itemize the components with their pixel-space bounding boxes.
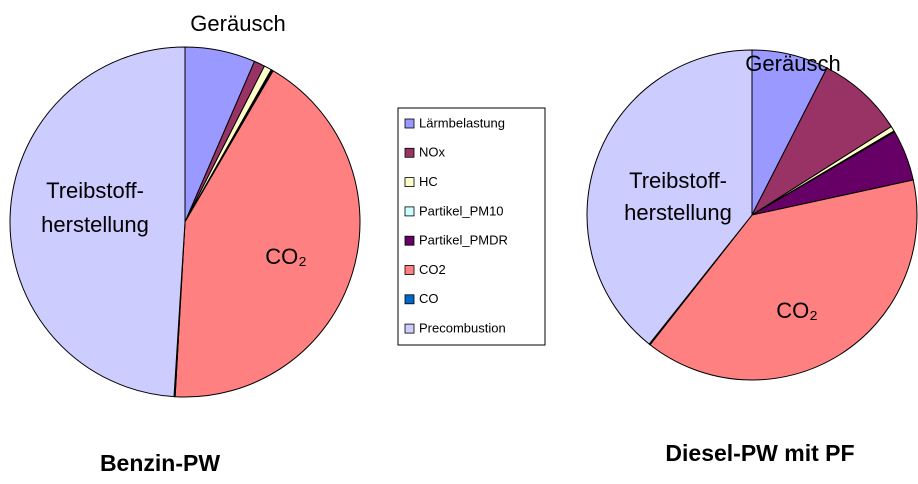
legend-swatch: [404, 177, 415, 188]
legend-swatch: [404, 235, 415, 246]
legend-swatch: [404, 294, 415, 305]
pie-slice: [174, 70, 361, 398]
legend-label: CO2: [419, 262, 446, 277]
slice-annotation: Geräusch: [745, 51, 840, 76]
pie-slice: [9, 46, 186, 398]
pie-slice: [750, 67, 893, 217]
legend-label: Lärmbelastung: [419, 115, 505, 130]
legend-label: Precombustion: [419, 321, 506, 336]
slice-annotation: CO₂: [265, 244, 307, 269]
legend-box: [397, 107, 546, 346]
chart-title: Diesel-PW mit PF: [665, 440, 854, 466]
legend-swatch: [404, 323, 415, 334]
slice-annotation: herstellung: [624, 200, 732, 225]
slice-annotation: Geräusch: [190, 11, 285, 36]
legend-swatch: [404, 265, 415, 275]
legend-label: HC: [419, 174, 438, 189]
slice-annotation: Treibstoff-: [46, 178, 144, 203]
chart-title: Benzin-PW: [100, 450, 220, 476]
pie-slice: [649, 179, 918, 381]
legend-swatch: [404, 206, 415, 217]
slice-annotation: Treibstoff-: [629, 168, 727, 193]
legend-label: CO: [419, 291, 439, 306]
slice-annotation: CO₂: [776, 298, 818, 323]
legend-swatch: [404, 147, 415, 158]
legend-swatch: [404, 118, 415, 129]
legend-label: Partikel_PMDR: [419, 233, 508, 248]
legend-label: Partikel_PM10: [419, 203, 504, 218]
legend-label: NOx: [419, 145, 446, 160]
slice-annotation: herstellung: [41, 212, 149, 237]
pie-slice: [586, 49, 753, 345]
